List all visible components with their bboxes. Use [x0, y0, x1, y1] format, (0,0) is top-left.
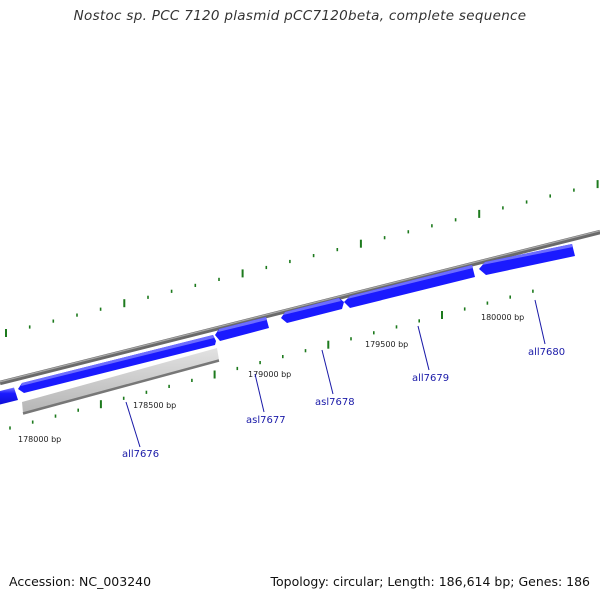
- gene-labels: all7676 asl7677 asl7678 all7679 all7680: [122, 347, 565, 460]
- gene-all7676-highlight[interactable]: [22, 348, 220, 415]
- gene-segment-left[interactable]: [0, 387, 18, 405]
- bp-label-179000: 179000 bp: [248, 370, 291, 379]
- bp-label-179500: 179500 bp: [365, 340, 408, 349]
- gene-track-forward: [0, 244, 575, 405]
- bp-labels: 178000 bp 178500 bp 179000 bp 179500 bp …: [18, 313, 524, 444]
- gene-segment-5[interactable]: [479, 244, 575, 275]
- lower-tick-track: [9, 289, 534, 430]
- gene-label-asl7677[interactable]: asl7677: [246, 415, 286, 426]
- accession-text: Accession: NC_003240: [9, 574, 152, 589]
- gene-segment-2[interactable]: [215, 317, 269, 341]
- sequence-backbone: [0, 229, 600, 386]
- gene-label-all7680[interactable]: all7680: [528, 347, 565, 358]
- gene-label-leaders: [125, 299, 546, 448]
- gene-segment-3[interactable]: [281, 298, 344, 323]
- bp-label-178000: 178000 bp: [18, 435, 61, 444]
- map-title: Nostoc sp. PCC 7120 plasmid pCC7120beta,…: [73, 8, 527, 24]
- gene-label-asl7678[interactable]: asl7678: [315, 397, 355, 408]
- upper-tick-track: [5, 180, 599, 337]
- gene-label-all7679[interactable]: all7679: [412, 373, 449, 384]
- gene-segment-4[interactable]: [344, 265, 475, 308]
- bp-label-180000: 180000 bp: [481, 313, 524, 322]
- gene-label-all7676[interactable]: all7676: [122, 449, 159, 460]
- bp-label-178500: 178500 bp: [133, 401, 176, 410]
- topology-text: Topology: circular; Length: 186,614 bp; …: [270, 574, 591, 589]
